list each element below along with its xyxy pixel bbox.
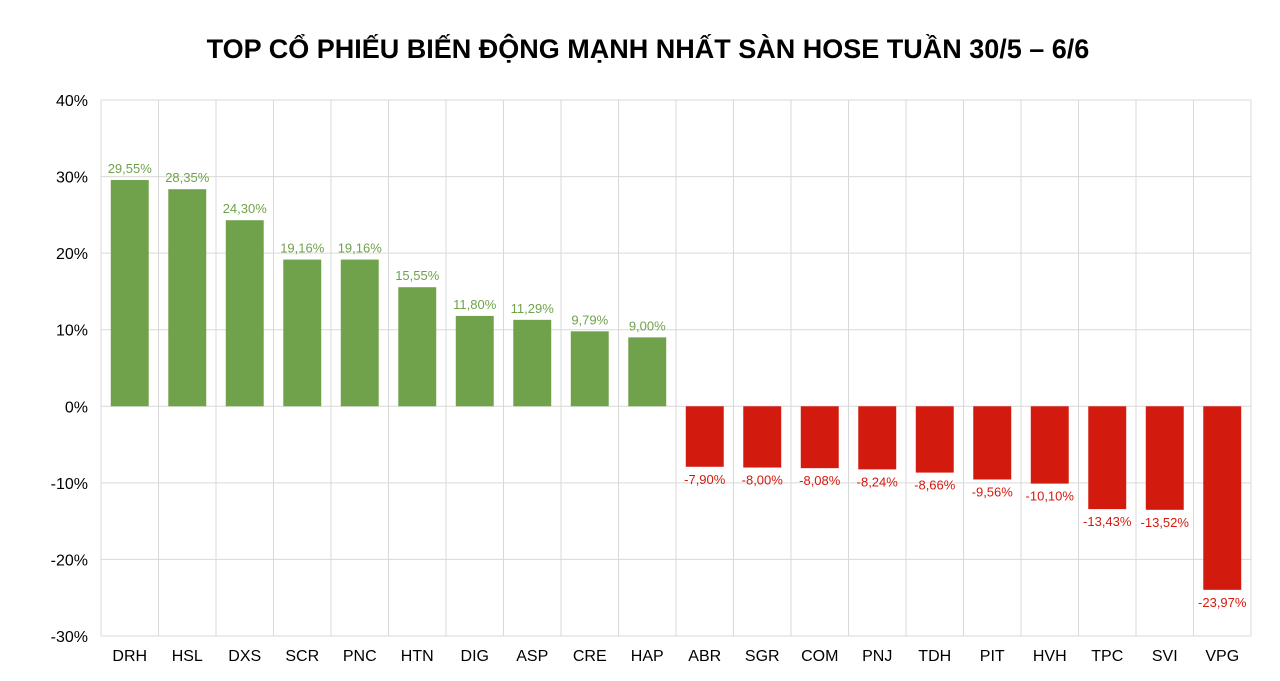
x-tick-label: SGR bbox=[745, 648, 780, 665]
bar-drh bbox=[110, 180, 149, 407]
data-label-tpc: -13,43% bbox=[1083, 514, 1132, 529]
data-label-htn: 15,55% bbox=[395, 268, 440, 283]
bar-scr bbox=[283, 259, 322, 407]
label-layer: 29,55% 28,35% 24,30% 19,16% 19,16% 15,55% 11,8… bbox=[108, 161, 1247, 610]
bar-layer bbox=[110, 180, 1242, 590]
y-tick-label: -20% bbox=[51, 552, 88, 569]
data-label-cre: 9,79% bbox=[571, 312, 608, 327]
x-tick-label: HVH bbox=[1033, 648, 1067, 665]
chart-title: TOP CỔ PHIẾU BIẾN ĐỘNG MẠNH NHẤT SÀN HOS… bbox=[206, 34, 1090, 64]
y-tick-label: 20% bbox=[56, 246, 88, 263]
data-label-hsl: 28,35% bbox=[165, 170, 210, 185]
bar-svi bbox=[1145, 406, 1184, 510]
data-label-abr: -7,90% bbox=[684, 472, 726, 487]
x-tick-label: TDH bbox=[918, 648, 951, 665]
x-tick-label: DXS bbox=[228, 648, 261, 665]
data-label-pit: -9,56% bbox=[972, 484, 1014, 499]
bar-sgr bbox=[743, 406, 782, 468]
data-label-hap: 9,00% bbox=[629, 318, 666, 333]
x-tick-label: DIG bbox=[461, 648, 489, 665]
bar-pit bbox=[973, 406, 1012, 480]
bar-dig bbox=[455, 315, 494, 407]
x-tick-label: SVI bbox=[1152, 648, 1178, 665]
bar-hap bbox=[628, 337, 667, 407]
data-label-drh: 29,55% bbox=[108, 161, 153, 176]
data-label-scr: 19,16% bbox=[280, 241, 325, 256]
bar-pnj bbox=[858, 406, 897, 470]
x-tick-label: HAP bbox=[631, 648, 664, 665]
data-label-com: -8,08% bbox=[799, 473, 841, 488]
x-tick-label: VPG bbox=[1205, 648, 1239, 665]
bar-hsl bbox=[168, 189, 207, 407]
bar-htn bbox=[398, 287, 437, 407]
bar-vpg bbox=[1203, 406, 1242, 590]
data-label-pnc: 19,16% bbox=[338, 241, 383, 256]
data-label-dig: 11,80% bbox=[453, 297, 497, 312]
data-label-sgr: -8,00% bbox=[742, 473, 784, 488]
grid-layer bbox=[100, 99, 1252, 637]
y-tick-label: 0% bbox=[65, 399, 88, 416]
x-tick-label: CRE bbox=[573, 648, 607, 665]
bar-cre bbox=[570, 331, 609, 407]
data-label-hvh: -10,10% bbox=[1026, 489, 1075, 504]
y-tick-label: 30% bbox=[56, 170, 88, 187]
x-tick-label: PNC bbox=[343, 648, 377, 665]
bar-dxs bbox=[225, 220, 264, 407]
x-tick-label: COM bbox=[801, 648, 838, 665]
data-label-dxs: 24,30% bbox=[223, 201, 268, 216]
bar-abr bbox=[685, 406, 724, 467]
y-tick-label: 10% bbox=[56, 323, 88, 340]
y-tick-label: -30% bbox=[51, 629, 88, 646]
x-tick-label: TPC bbox=[1091, 648, 1123, 665]
x-tick-label: HSL bbox=[172, 648, 203, 665]
x-tick-label: SCR bbox=[285, 648, 319, 665]
axis-layer: 40% 30% 20% 10% 0% -10% -20% -30% DRH HSL DXS SCR PN… bbox=[51, 93, 1240, 665]
bar-com bbox=[800, 406, 839, 469]
x-tick-label: ABR bbox=[688, 648, 721, 665]
y-tick-label: 40% bbox=[56, 93, 88, 110]
data-label-svi: -13,52% bbox=[1141, 515, 1190, 530]
data-label-asp: 11,29% bbox=[511, 301, 555, 316]
x-tick-label: PNJ bbox=[862, 648, 892, 665]
y-tick-label: -10% bbox=[51, 476, 88, 493]
data-label-vpg: -23,97% bbox=[1198, 595, 1247, 610]
data-label-pnj: -8,24% bbox=[857, 474, 899, 489]
bar-tdh bbox=[915, 406, 954, 473]
data-label-tdh: -8,66% bbox=[914, 478, 956, 493]
bar-hvh bbox=[1030, 406, 1069, 484]
x-tick-label: DRH bbox=[112, 648, 147, 665]
x-tick-label: HTN bbox=[401, 648, 434, 665]
x-tick-label: ASP bbox=[516, 648, 548, 665]
bar-asp bbox=[513, 319, 552, 407]
x-tick-label: PIT bbox=[980, 648, 1005, 665]
bar-pnc bbox=[340, 259, 379, 407]
bar-tpc bbox=[1088, 406, 1127, 510]
